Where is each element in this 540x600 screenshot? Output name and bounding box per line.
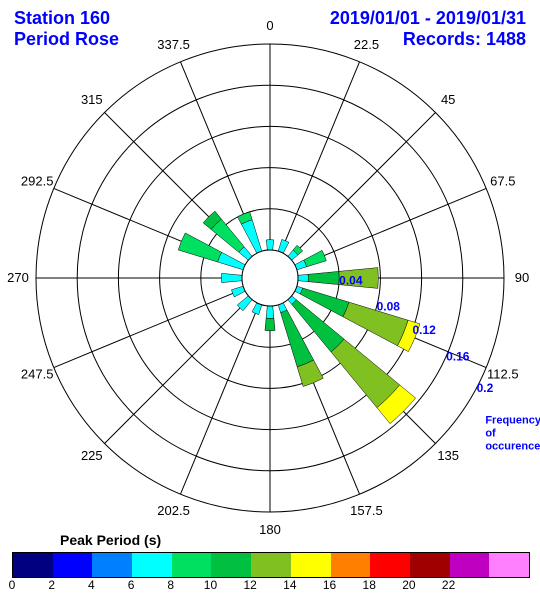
legend-tick: 12 [243,578,256,592]
svg-text:Frequency: Frequency [485,414,540,426]
legend-tick: 18 [363,578,376,592]
legend-swatch [489,553,529,577]
svg-text:337.5: 337.5 [157,37,190,52]
svg-text:of: of [485,427,496,439]
legend-tick: 6 [128,578,135,592]
svg-text:22.5: 22.5 [354,37,379,52]
legend-tick: 0 [9,578,16,592]
svg-text:0.2: 0.2 [477,381,494,395]
svg-text:225: 225 [81,448,103,463]
legend-ticks: 0 2 4 6 8 10 12 14 16 18 20 22 [12,578,528,596]
period-rose-plot: 0 22.5 45 67.5 90 112.5 135 157.5 180 202.5 225 247… [0,0,540,540]
svg-text:0.04: 0.04 [339,273,363,287]
legend-swatch [251,553,291,577]
svg-text:0.16: 0.16 [446,349,470,363]
svg-text:157.5: 157.5 [350,503,383,518]
svg-text:67.5: 67.5 [490,174,515,189]
legend-tick: 8 [167,578,174,592]
legend-swatch [450,553,490,577]
legend-tick: 20 [402,578,415,592]
svg-text:315: 315 [81,92,103,107]
svg-text:45: 45 [441,92,455,107]
legend-swatch [172,553,212,577]
svg-text:90: 90 [515,270,529,285]
svg-text:247.5: 247.5 [21,366,54,381]
legend-tick: 16 [323,578,336,592]
svg-text:occurence: occurence [485,440,540,452]
svg-text:0.08: 0.08 [377,300,401,314]
svg-text:0: 0 [266,18,273,33]
legend-tick: 2 [48,578,55,592]
legend-swatch [331,553,371,577]
legend-swatch [92,553,132,577]
legend-swatch [370,553,410,577]
legend-swatch [291,553,331,577]
legend-colorbar [12,552,530,578]
svg-text:202.5: 202.5 [157,503,190,518]
legend-tick: 14 [283,578,296,592]
legend-swatch [132,553,172,577]
legend-tick: 10 [204,578,217,592]
legend-tick: 22 [442,578,455,592]
svg-text:112.5: 112.5 [487,366,519,381]
legend-swatch [13,553,53,577]
svg-text:270: 270 [7,270,29,285]
svg-text:0.12: 0.12 [412,323,436,337]
legend-swatch [410,553,450,577]
legend-tick: 4 [88,578,95,592]
legend-swatch [53,553,93,577]
svg-text:180: 180 [259,522,281,537]
legend-title: Peak Period (s) [60,532,161,548]
legend-swatch [211,553,251,577]
svg-text:135: 135 [437,448,459,463]
svg-text:292.5: 292.5 [21,174,54,189]
